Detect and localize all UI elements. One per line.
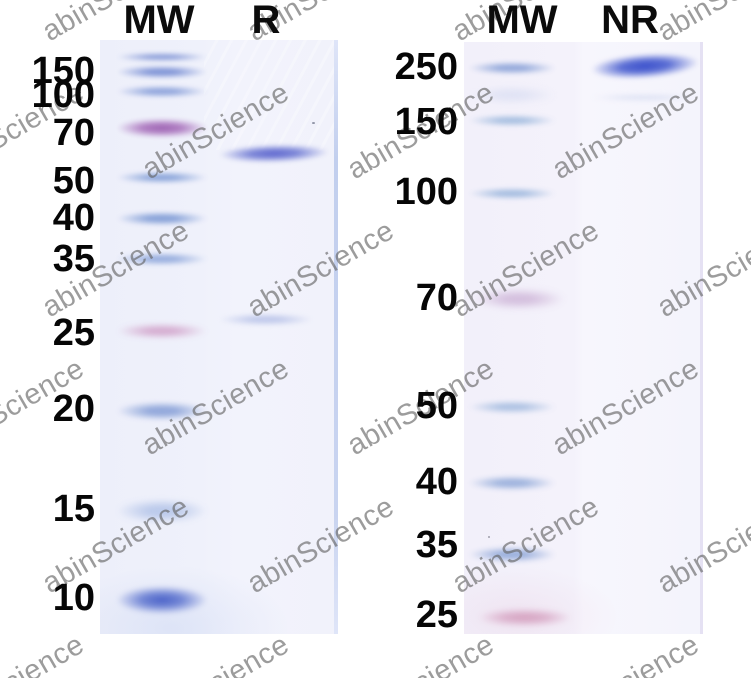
marker-band-10kda	[114, 585, 210, 615]
gel-panel-reduced	[100, 40, 338, 634]
gel-right-edge	[334, 40, 338, 634]
marker-band-40kda	[114, 210, 210, 226]
mw-label-25: 25	[415, 594, 458, 637]
marker-band-100kda	[114, 84, 210, 98]
mw-label-100: 100	[394, 171, 458, 214]
header-sample-reduced: R	[251, 0, 281, 42]
marker-band-150kda	[466, 113, 558, 127]
marker-band-50kda	[114, 170, 210, 184]
mw-label-35: 35	[415, 524, 458, 567]
marker-band-35kda	[114, 252, 210, 266]
marker-band-250kda	[466, 61, 558, 75]
mw-label-100: 100	[31, 74, 95, 117]
mw-label-250: 250	[394, 46, 458, 89]
marker-band-50kda	[466, 400, 558, 414]
marker-band-25kda	[475, 607, 575, 627]
mw-label-150: 150	[394, 101, 458, 144]
gel-speck	[488, 536, 490, 538]
mw-label-35: 35	[52, 238, 95, 281]
mw-label-40: 40	[52, 197, 95, 240]
gel-panel-nonreduced	[464, 42, 703, 634]
marker-band-150kda	[114, 65, 210, 79]
marker-band-40kda	[466, 475, 558, 491]
mw-label-50: 50	[415, 385, 458, 428]
header-marker-right: MW	[486, 0, 558, 42]
marker-band-25kda	[114, 323, 210, 339]
header-sample-nonreduced: NR	[601, 0, 659, 42]
sample-band-2	[588, 92, 702, 102]
marker-band-15kda	[114, 498, 210, 524]
marker-band-100kda	[466, 186, 558, 200]
mw-label-10: 10	[52, 577, 95, 620]
mw-label-25: 25	[52, 312, 95, 355]
mw-label-20: 20	[52, 388, 95, 431]
marker-band-20kda	[114, 401, 210, 421]
gel-speck	[312, 122, 315, 124]
mw-label-50: 50	[52, 160, 95, 203]
mw-label-40: 40	[415, 461, 458, 504]
mw-label-150: 150	[31, 50, 95, 93]
marker-band-2	[466, 85, 558, 105]
mw-label-70: 70	[415, 277, 458, 320]
gel-right-edge	[700, 42, 703, 634]
mw-label-15: 15	[52, 488, 95, 531]
gel-surface-streaks	[204, 40, 334, 150]
marker-band-70kda	[114, 118, 210, 138]
marker-band-70kda	[470, 288, 568, 310]
marker-band-35kda	[466, 545, 558, 563]
sample-band-2	[216, 312, 316, 326]
header-marker-left: MW	[123, 0, 195, 42]
marker-band-1	[114, 52, 210, 62]
mw-label-70: 70	[52, 112, 95, 155]
